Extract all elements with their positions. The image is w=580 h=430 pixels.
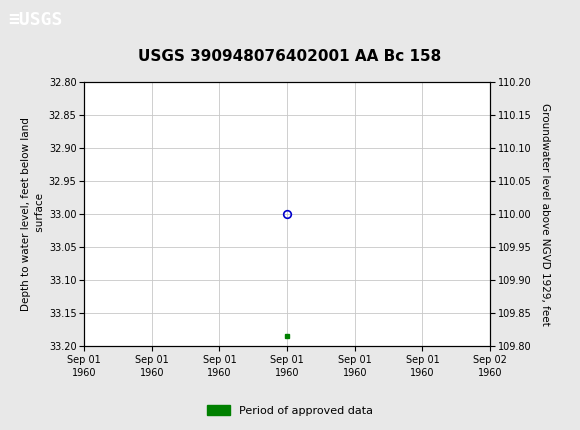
Y-axis label: Depth to water level, feet below land
 surface: Depth to water level, feet below land su… [21,117,45,311]
Legend: Period of approved data: Period of approved data [203,400,377,420]
Text: ≡USGS: ≡USGS [9,11,63,29]
Y-axis label: Groundwater level above NGVD 1929, feet: Groundwater level above NGVD 1929, feet [540,102,550,326]
Text: USGS 390948076402001 AA Bc 158: USGS 390948076402001 AA Bc 158 [139,49,441,64]
